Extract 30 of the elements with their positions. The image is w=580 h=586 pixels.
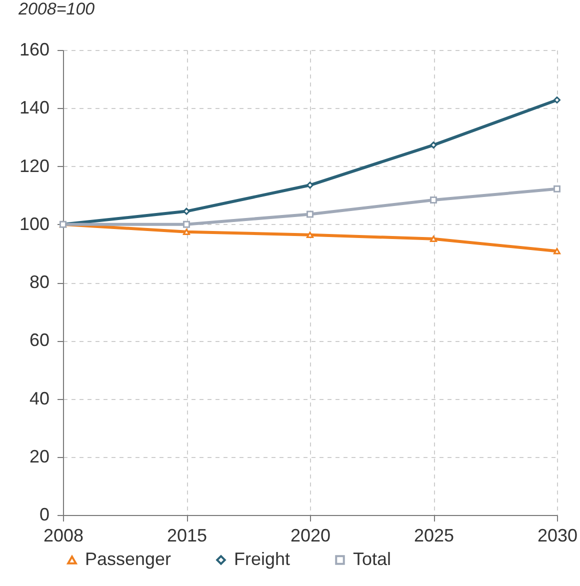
x-tick-label: 2008 [43, 526, 84, 546]
point [306, 232, 314, 238]
x-tick-label: 2030 [537, 526, 578, 546]
point [430, 236, 437, 242]
legend-label: Freight [234, 549, 290, 569]
y-axis-title: 2008=100 [18, 0, 96, 18]
y-tick-label: 120 [19, 156, 50, 176]
x-tick-label: 2015 [166, 526, 208, 546]
y-tick-label: 40 [29, 388, 50, 408]
point [554, 248, 560, 254]
legend-label: Total [353, 549, 392, 569]
x-tick-label: 2020 [290, 526, 331, 546]
x-tick-label: 2025 [414, 526, 454, 546]
point [554, 96, 560, 104]
legend-label: Passenger [85, 549, 172, 569]
y-tick-label: 140 [19, 98, 50, 118]
y-tick-label: 100 [19, 214, 50, 234]
y-tick-label: 60 [29, 330, 50, 350]
point [430, 196, 437, 204]
point [554, 185, 560, 192]
point [430, 142, 437, 149]
point [183, 208, 190, 215]
y-tick-label: 160 [19, 40, 50, 60]
point [306, 210, 314, 218]
point [183, 228, 190, 236]
y-tick-label: 0 [39, 504, 50, 524]
point [306, 182, 314, 189]
point [183, 220, 190, 228]
y-tick-label: 20 [29, 446, 50, 466]
y-tick-label: 80 [29, 272, 50, 292]
